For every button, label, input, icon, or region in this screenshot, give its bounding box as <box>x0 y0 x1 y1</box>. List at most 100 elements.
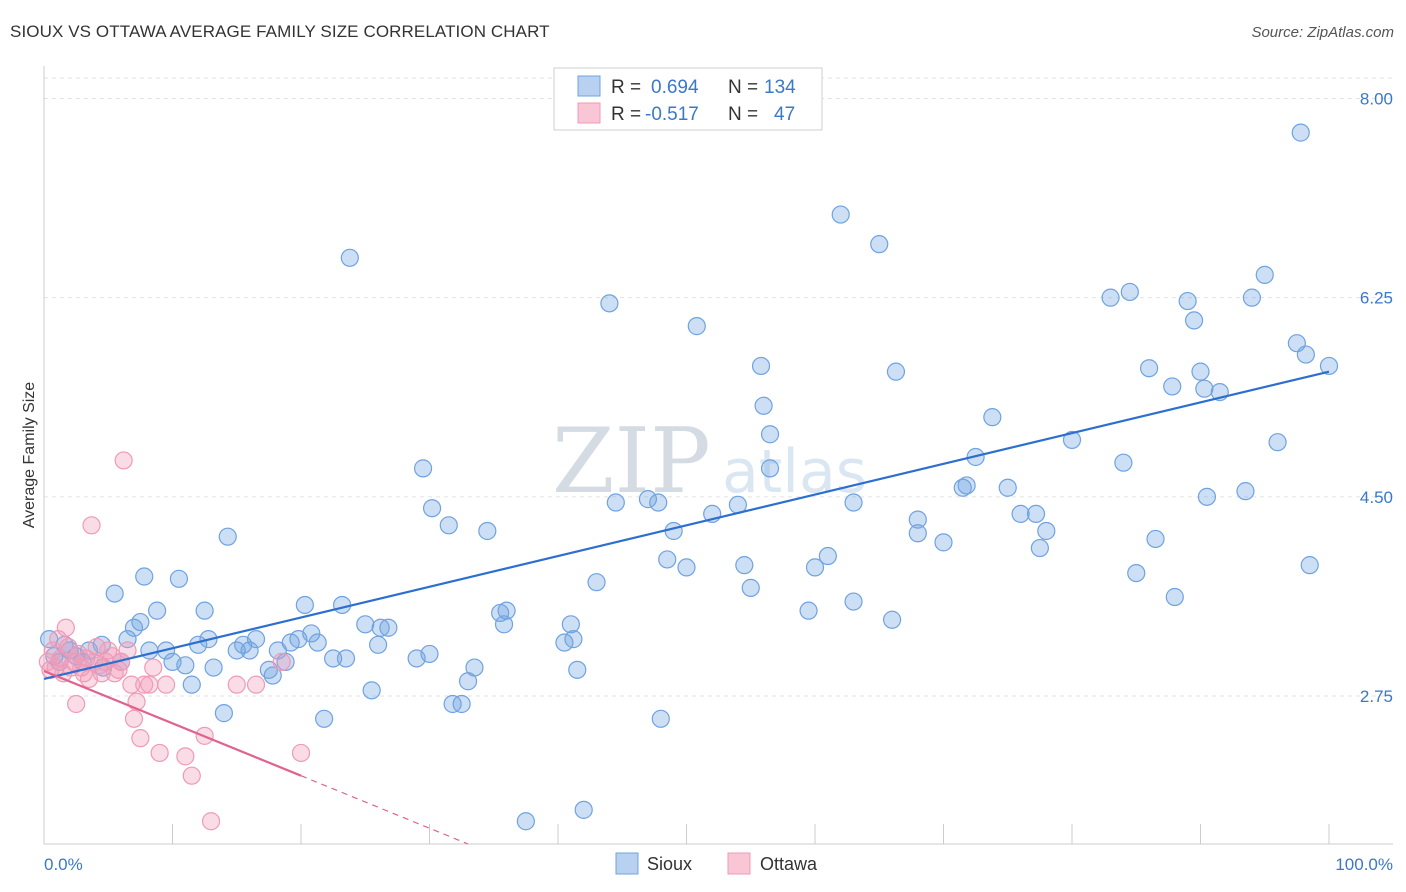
bottom-legend-swatch-ottawa <box>727 852 751 875</box>
point-sioux <box>870 235 889 254</box>
source-label: Source: ZipAtlas.com <box>1251 24 1394 41</box>
point-sioux <box>818 546 837 566</box>
point-ottawa <box>144 658 163 677</box>
point-sioux <box>131 612 150 632</box>
legend-swatch-ottawa <box>577 102 601 124</box>
point-ottawa <box>122 675 141 694</box>
point-sioux <box>263 666 282 685</box>
point-sioux <box>741 578 760 597</box>
watermark-atlas: atlas <box>722 437 867 507</box>
point-sioux <box>204 658 223 677</box>
point-sioux <box>754 396 773 415</box>
point-ottawa <box>176 747 195 766</box>
point-sioux <box>246 630 266 649</box>
point-sioux <box>1127 563 1146 583</box>
bottom-legend-swatch-sioux <box>615 852 639 875</box>
point-sioux <box>799 601 818 620</box>
point-sioux <box>1165 587 1184 607</box>
point-sioux <box>420 644 439 664</box>
point-sioux <box>934 533 953 552</box>
point-sioux <box>568 660 587 679</box>
legend-n-label-ottawa: N = <box>728 104 758 125</box>
point-sioux <box>465 658 484 677</box>
point-sioux <box>182 675 201 694</box>
trend-line-extension-ottawa <box>300 775 469 845</box>
point-sioux <box>105 584 124 603</box>
point-sioux <box>302 624 321 643</box>
point-sioux <box>214 704 233 723</box>
y-tick-label: 8.00 <box>1360 89 1393 108</box>
point-sioux <box>983 408 1002 427</box>
point-sioux <box>240 641 259 660</box>
point-sioux <box>369 635 388 654</box>
point-ottawa <box>131 729 150 748</box>
point-ottawa <box>67 694 86 714</box>
point-sioux <box>478 521 497 541</box>
point-sioux <box>1178 291 1197 311</box>
point-sioux <box>882 610 902 629</box>
point-sioux <box>1296 345 1315 364</box>
point-sioux <box>908 524 927 543</box>
legend-r-value-ottawa: -0.517 <box>645 104 699 125</box>
point-sioux <box>638 490 658 509</box>
point-sioux <box>336 649 356 668</box>
point-ottawa <box>82 516 101 535</box>
trend-lines <box>43 370 1330 845</box>
chart-title: SIOUX VS OTTAWA AVERAGE FAMILY SIZE CORR… <box>10 22 550 41</box>
point-ottawa <box>156 675 176 694</box>
point-sioux <box>735 556 754 575</box>
bottom-legend-label-sioux: Sioux <box>647 854 692 874</box>
legend-r-label-sioux: R = <box>611 77 641 98</box>
point-sioux <box>1255 265 1274 284</box>
point-ottawa <box>135 675 154 694</box>
point-sioux <box>606 493 625 512</box>
point-sioux <box>886 362 906 381</box>
legend-n-value-sioux: 134 <box>764 77 796 98</box>
point-sioux <box>295 595 314 615</box>
point-ottawa <box>124 709 144 728</box>
point-sioux <box>1139 359 1159 378</box>
legend-n-value-ottawa: 47 <box>774 104 795 125</box>
point-sioux <box>805 558 825 577</box>
point-sioux <box>276 652 295 671</box>
trend-line-sioux <box>43 370 1330 681</box>
y-tick-label: 6.25 <box>1360 289 1393 308</box>
point-sioux <box>439 516 458 535</box>
point-sioux <box>649 493 668 512</box>
bottom-legend-label-ottawa: Ottawa <box>760 854 818 874</box>
series-ottawa-points <box>38 451 311 831</box>
correlation-legend: R = 0.694 N = 134 R = -0.517 N = 47 <box>553 67 823 131</box>
point-ottawa <box>272 652 291 671</box>
point-sioux <box>308 633 327 652</box>
point-sioux <box>195 601 214 620</box>
point-sioux <box>1037 521 1056 541</box>
point-sioux <box>600 294 619 313</box>
point-sioux <box>356 615 375 634</box>
point-sioux <box>135 567 154 586</box>
point-sioux <box>760 425 780 444</box>
point-sioux <box>333 595 352 615</box>
point-sioux <box>1062 430 1082 450</box>
point-sioux <box>574 800 593 819</box>
point-sioux <box>760 459 780 478</box>
point-sioux <box>362 681 381 700</box>
point-sioux <box>1026 504 1046 524</box>
point-sioux <box>658 550 677 569</box>
series-legend: Sioux Ottawa <box>615 852 818 875</box>
point-sioux <box>1291 123 1310 142</box>
watermark-zip: ZIP <box>552 409 711 514</box>
point-ottawa <box>182 766 201 785</box>
point-sioux <box>677 558 696 577</box>
point-sioux <box>494 615 514 634</box>
point-sioux <box>1101 288 1120 307</box>
point-sioux <box>1195 379 1214 398</box>
point-sioux <box>908 510 927 529</box>
point-sioux <box>1300 556 1319 575</box>
point-sioux <box>340 248 359 267</box>
point-sioux <box>169 569 189 588</box>
point-sioux <box>844 493 863 512</box>
y-tick-labels: 2.75 4.50 6.25 8.00 <box>1360 89 1393 706</box>
point-sioux <box>831 205 850 224</box>
x-axis <box>43 66 1393 845</box>
